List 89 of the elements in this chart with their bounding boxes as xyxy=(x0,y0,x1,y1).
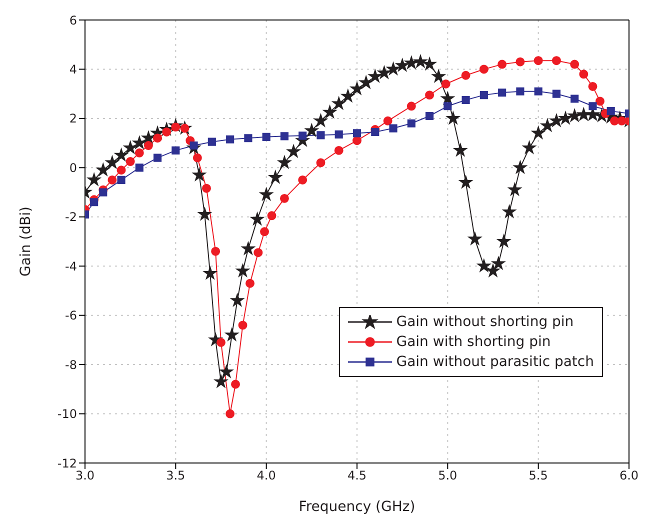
y-tick-label: -10 xyxy=(57,407,77,422)
point xyxy=(570,94,579,103)
point xyxy=(216,338,226,347)
point xyxy=(144,141,153,150)
point xyxy=(389,124,398,132)
legend-label: Gain without parasitic patch xyxy=(396,353,594,372)
point xyxy=(226,135,234,144)
y-tick-label: -8 xyxy=(65,358,77,372)
point xyxy=(552,56,561,66)
point xyxy=(334,146,344,155)
point xyxy=(280,132,288,140)
point xyxy=(260,227,270,236)
x-tick-label: 4.5 xyxy=(347,468,367,483)
point xyxy=(99,188,108,196)
point xyxy=(462,96,470,104)
point xyxy=(226,409,235,418)
y-tick-label: -4 xyxy=(65,259,77,274)
point xyxy=(498,88,506,97)
point xyxy=(352,129,362,138)
point xyxy=(298,175,308,184)
point xyxy=(588,82,598,91)
point xyxy=(153,154,162,162)
point xyxy=(90,198,98,206)
point xyxy=(596,96,604,106)
x-tick-label: 6.0 xyxy=(619,468,639,483)
point xyxy=(352,136,362,146)
point xyxy=(316,131,325,140)
point xyxy=(108,175,117,184)
point xyxy=(116,166,126,175)
point xyxy=(267,211,276,220)
point xyxy=(208,138,216,146)
point xyxy=(334,130,343,138)
point xyxy=(406,102,416,111)
point xyxy=(135,164,144,172)
point xyxy=(425,90,434,100)
y-tick-label: 6 xyxy=(69,13,77,28)
point xyxy=(606,107,615,116)
point xyxy=(126,157,135,166)
x-tick-label: 3.5 xyxy=(166,468,186,483)
point xyxy=(480,91,488,100)
point xyxy=(407,119,416,128)
point xyxy=(153,134,162,143)
point xyxy=(202,184,211,193)
point xyxy=(579,70,588,79)
point xyxy=(238,320,248,330)
point xyxy=(383,116,392,126)
point xyxy=(534,87,542,96)
point xyxy=(280,194,289,203)
y-axis-title: Gain (dBi) xyxy=(18,206,34,276)
point xyxy=(211,246,220,256)
point xyxy=(316,158,326,168)
point xyxy=(441,80,450,88)
legend-label: Gain without shorting pin xyxy=(396,313,574,332)
point xyxy=(298,132,307,140)
y-tick-label: -6 xyxy=(65,308,77,323)
point xyxy=(231,380,240,389)
point xyxy=(371,128,380,136)
y-tick-label: 4 xyxy=(69,62,77,76)
x-axis-title: Frequency (GHz) xyxy=(298,498,416,515)
point xyxy=(172,146,180,154)
point xyxy=(552,90,560,98)
point xyxy=(498,60,507,69)
y-tick-label: -12 xyxy=(57,456,77,470)
point xyxy=(117,176,126,184)
x-tick-label: 4.0 xyxy=(256,468,276,483)
point xyxy=(190,141,198,150)
y-tick-label: 2 xyxy=(69,112,77,126)
x-tick-label: 5.5 xyxy=(528,468,548,483)
point xyxy=(134,148,144,158)
point xyxy=(570,60,580,69)
point xyxy=(534,56,543,66)
point xyxy=(425,112,434,120)
x-tick-label: 5.0 xyxy=(438,468,458,483)
point xyxy=(192,153,202,162)
legend-label: Gain with shorting pin xyxy=(396,333,551,352)
point xyxy=(262,132,270,141)
y-tick-label: -2 xyxy=(65,210,77,224)
point xyxy=(444,102,452,110)
point xyxy=(516,87,524,96)
point xyxy=(461,70,470,80)
point xyxy=(254,248,263,258)
point xyxy=(610,116,619,126)
point xyxy=(588,102,597,110)
x-tick-label: 3.0 xyxy=(75,468,95,483)
point xyxy=(246,278,254,288)
point xyxy=(479,64,488,74)
point xyxy=(516,57,525,66)
y-tick-label: 0 xyxy=(69,160,77,175)
point xyxy=(244,134,252,142)
